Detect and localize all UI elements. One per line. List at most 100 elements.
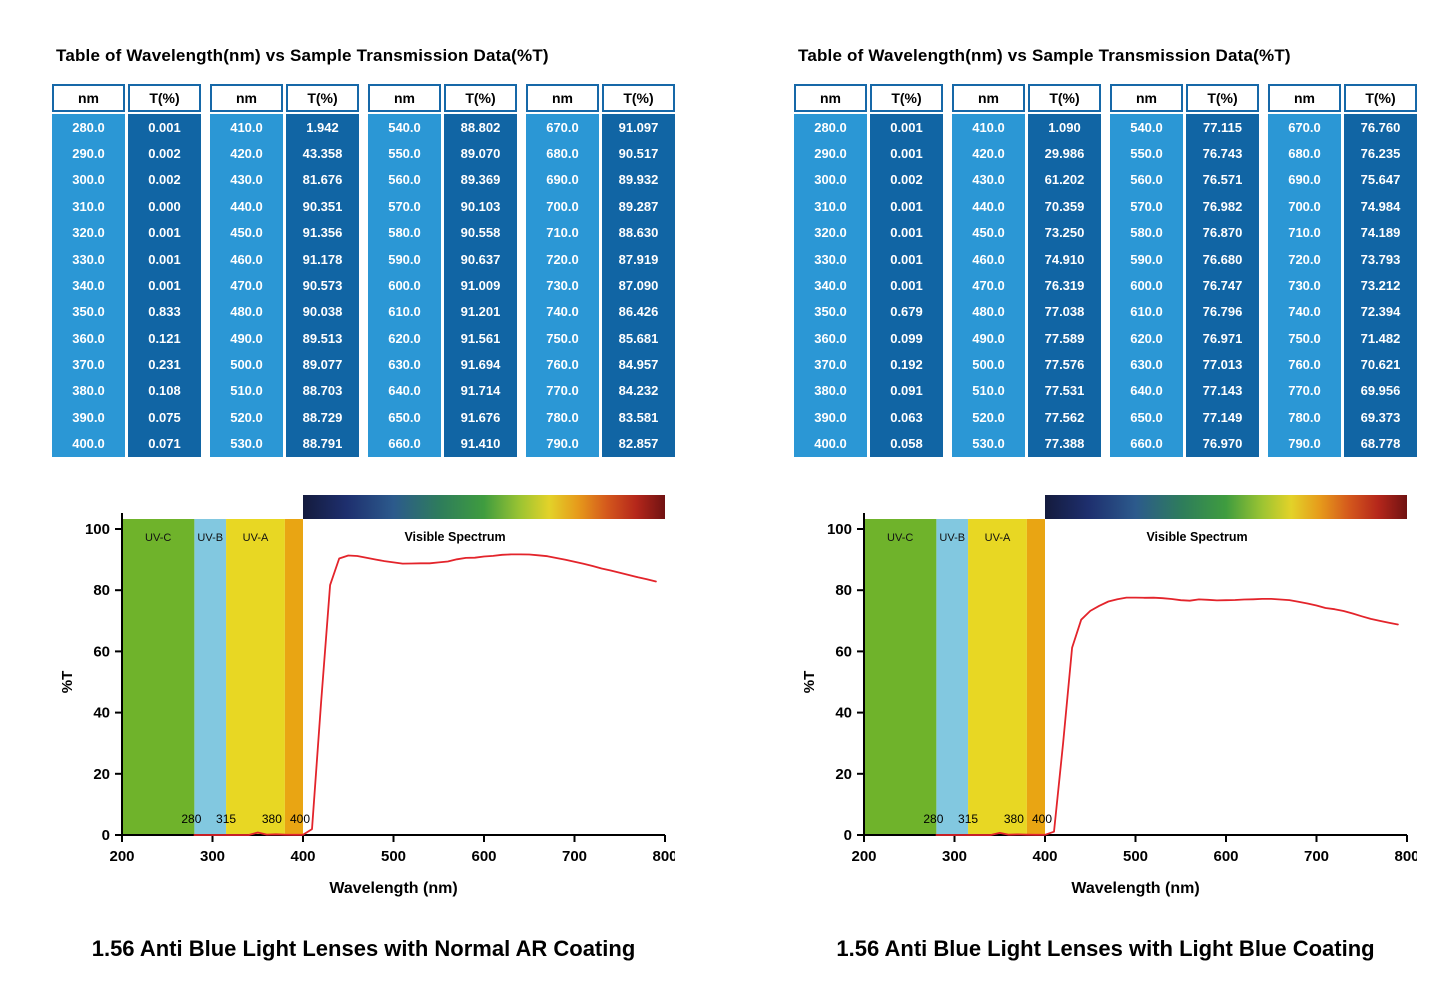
transmission-curve [193,553,657,836]
x-tick-label: 400 [1032,848,1057,865]
transmission-cell: 76.760 [1344,114,1417,141]
transmission-cell: 70.621 [1344,351,1417,378]
band-edge-label: 380 [1004,812,1024,826]
transmission-cell: 76.796 [1186,298,1259,325]
wavelength-cell: 310.0 [794,193,867,220]
table-title: Table of Wavelength(nm) vs Sample Transm… [798,46,1291,65]
transmission-cell: 77.562 [1028,404,1101,431]
wavelength-cell: 290.0 [52,140,125,167]
transmission-cell: 77.531 [1028,377,1101,405]
wavelength-cell: 780.0 [526,404,599,431]
transmission-cell: 88.791 [286,430,359,457]
transmission-cell: 69.373 [1344,404,1417,431]
band-edge-label: 315 [216,812,236,826]
wavelength-cell: 610.0 [368,298,441,325]
band-edge-label: 380 [262,812,282,826]
y-tick-label: 40 [835,704,852,721]
transmission-cell: 76.319 [1028,272,1101,299]
transmission-cell: 88.802 [444,114,517,141]
transmission-cell: 69.956 [1344,377,1417,405]
table-column: nm 540.0 550.0 560.0 570.0 580.0 590.0 600.0 610… [368,84,441,457]
wavelength-cell: 350.0 [52,298,125,325]
wavelength-cell: 680.0 [526,140,599,167]
x-tick-label: 600 [471,848,496,865]
transmission-cell: 0.001 [128,245,201,273]
uv-band-uv-a [226,518,285,835]
table-column: nm 410.0 420.0 430.0 440.0 450.0 460.0 470.0 480… [952,84,1025,457]
x-tick-label: 500 [1123,848,1148,865]
transmission-cell: 0.002 [128,140,201,167]
wavelength-cell: 490.0 [952,325,1025,352]
column-header: nm [52,84,125,112]
x-tick-label: 700 [562,848,587,865]
transmission-cell: 87.919 [602,245,675,273]
wavelength-cell: 380.0 [794,377,867,405]
table-title: Table of Wavelength(nm) vs Sample Transm… [56,46,549,65]
table-column: T(%) 91.097 90.517 89.932 89.287 88.630 87.919… [602,84,675,457]
wavelength-cell: 400.0 [794,430,867,457]
panel-normal-ar-coating: Table of Wavelength(nm) vs Sample Transm… [52,44,675,963]
transmission-cell: 73.250 [1028,219,1101,246]
wavelength-cell: 400.0 [52,430,125,457]
transmission-cell: 77.149 [1186,404,1259,431]
transmission-cell: 89.932 [602,166,675,194]
transmission-cell: 0.001 [870,193,943,220]
transmission-cell: 89.287 [602,193,675,220]
wavelength-cell: 600.0 [1110,272,1183,299]
wavelength-cell: 710.0 [1268,219,1341,246]
x-tick-label: 200 [109,848,134,865]
wavelength-cell: 650.0 [1110,404,1183,431]
table-column: T(%) 0.001 0.002 0.002 0.000 0.001 0.001 0.001 0… [128,84,201,457]
transmission-cell: 76.982 [1186,193,1259,220]
table-column: nm 670.0 680.0 690.0 700.0 710.0 720.0 730.0 740… [1268,84,1341,457]
transmission-cell: 73.793 [1344,245,1417,273]
transmission-cell: 90.637 [444,245,517,273]
wavelength-cell: 480.0 [952,298,1025,325]
visible-spectrum-bar [303,494,665,519]
wavelength-cell: 760.0 [1268,351,1341,378]
transmission-cell: 77.388 [1028,430,1101,457]
wavelength-cell: 570.0 [1110,193,1183,220]
transmission-cell: 77.013 [1186,351,1259,378]
wavelength-cell: 370.0 [794,351,867,378]
transmission-curve [935,596,1399,836]
table-column: nm 410.0 420.0 430.0 440.0 450.0 460.0 470.0 480… [210,84,283,457]
transmission-cell: 0.001 [128,219,201,246]
band-edge-label: 280 [181,812,201,826]
table-column: nm 280.0 290.0 300.0 310.0 320.0 330.0 340.0 350… [52,84,125,457]
column-header: T(%) [1186,84,1259,112]
transmission-cell: 77.576 [1028,351,1101,378]
wavelength-cell: 340.0 [52,272,125,299]
wavelength-cell: 430.0 [952,166,1025,194]
transmission-cell: 0.002 [128,166,201,194]
wavelength-cell: 580.0 [1110,219,1183,246]
wavelength-cell: 670.0 [526,114,599,141]
wavelength-cell: 710.0 [526,219,599,246]
uv-band-label: UV-C [145,532,171,544]
wavelength-cell: 580.0 [368,219,441,246]
table-column-group: nm 540.0 550.0 560.0 570.0 580.0 590.0 600.0 610… [1110,84,1259,457]
uv-band-label: UV-C [887,532,913,544]
transmission-cell: 0.000 [128,193,201,220]
transmission-cell: 0.058 [870,430,943,457]
transmission-cell: 0.001 [870,272,943,299]
transmission-cell: 84.232 [602,377,675,405]
wavelength-cell: 470.0 [952,272,1025,299]
transmission-cell: 76.743 [1186,140,1259,167]
transmission-cell: 90.573 [286,272,359,299]
wavelength-cell: 550.0 [368,140,441,167]
uv-band-uv-b [194,518,227,835]
table-column: nm 540.0 550.0 560.0 570.0 580.0 590.0 600.0 610… [1110,84,1183,457]
transmission-cell: 76.235 [1344,140,1417,167]
transmission-cell: 87.090 [602,272,675,299]
wavelength-cell: 360.0 [794,325,867,352]
wavelength-cell: 420.0 [210,140,283,167]
wavelength-cell: 520.0 [952,404,1025,431]
wavelength-cell: 720.0 [1268,245,1341,273]
uv-band-label: UV-A [985,532,1011,544]
wavelength-cell: 550.0 [1110,140,1183,167]
wavelength-cell: 630.0 [1110,351,1183,378]
band-edge-label: 315 [958,812,978,826]
transmission-cell: 43.358 [286,140,359,167]
